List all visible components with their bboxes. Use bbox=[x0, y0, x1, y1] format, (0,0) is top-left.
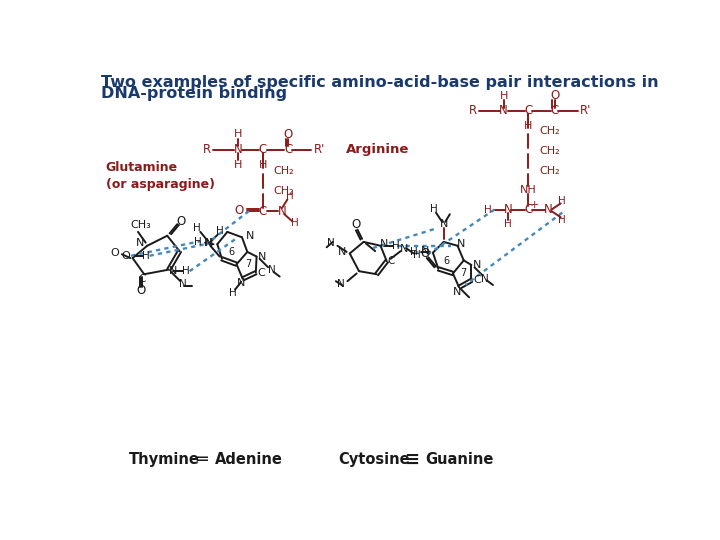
Text: H: H bbox=[410, 247, 418, 257]
Text: O: O bbox=[176, 215, 186, 228]
Text: N: N bbox=[278, 205, 287, 218]
Text: N: N bbox=[400, 244, 408, 254]
Text: H: H bbox=[258, 160, 267, 170]
Text: C: C bbox=[138, 274, 145, 284]
Text: Arginine: Arginine bbox=[346, 143, 409, 156]
Text: H: H bbox=[430, 204, 438, 214]
Text: N: N bbox=[500, 105, 508, 118]
Text: C: C bbox=[284, 143, 292, 156]
Text: Thymine: Thymine bbox=[129, 451, 199, 467]
Text: C: C bbox=[258, 205, 267, 218]
Text: H: H bbox=[413, 250, 420, 260]
Text: H: H bbox=[286, 192, 294, 201]
Text: O: O bbox=[284, 127, 293, 140]
Text: H: H bbox=[182, 266, 189, 276]
Text: N: N bbox=[380, 239, 389, 249]
Text: C: C bbox=[551, 105, 559, 118]
Text: N: N bbox=[482, 274, 489, 284]
Text: H: H bbox=[559, 214, 566, 225]
Text: N: N bbox=[544, 203, 553, 216]
Text: N: N bbox=[246, 231, 254, 241]
Text: H: H bbox=[505, 219, 512, 229]
Text: C: C bbox=[524, 105, 533, 118]
Text: N: N bbox=[504, 203, 513, 216]
Text: Two examples of specific amino-acid-base pair interactions in: Two examples of specific amino-acid-base… bbox=[101, 75, 659, 90]
Text: N: N bbox=[457, 239, 466, 249]
Text: H: H bbox=[485, 205, 492, 214]
Text: Guanine: Guanine bbox=[426, 451, 494, 467]
Text: CH₂: CH₂ bbox=[274, 186, 294, 196]
Text: N: N bbox=[179, 279, 186, 289]
Text: N: N bbox=[327, 239, 334, 248]
Text: H: H bbox=[392, 241, 400, 251]
Text: N: N bbox=[234, 143, 243, 156]
Text: O: O bbox=[110, 248, 119, 258]
Text: C: C bbox=[524, 203, 533, 216]
Text: ═: ═ bbox=[196, 451, 207, 469]
Text: O: O bbox=[351, 219, 361, 232]
Text: H: H bbox=[229, 288, 237, 299]
Text: H: H bbox=[234, 160, 243, 170]
Text: H: H bbox=[234, 129, 243, 139]
Text: H: H bbox=[194, 237, 202, 247]
Text: N: N bbox=[472, 260, 481, 270]
Text: N: N bbox=[337, 279, 344, 289]
Text: 7: 7 bbox=[245, 259, 251, 269]
Text: CH₂: CH₂ bbox=[274, 166, 294, 176]
Text: CH₂: CH₂ bbox=[539, 126, 559, 136]
Text: CH₃: CH₃ bbox=[130, 220, 150, 230]
Text: N: N bbox=[454, 287, 462, 297]
Text: O: O bbox=[550, 89, 559, 102]
Text: C: C bbox=[473, 275, 481, 286]
Text: H: H bbox=[216, 226, 223, 236]
Text: O: O bbox=[420, 247, 430, 260]
Text: CH₂: CH₂ bbox=[539, 166, 559, 176]
Text: H: H bbox=[142, 251, 150, 261]
Text: R: R bbox=[203, 143, 211, 156]
Text: O: O bbox=[122, 251, 130, 261]
Text: H: H bbox=[500, 91, 508, 100]
Text: H: H bbox=[194, 223, 201, 233]
Text: 6: 6 bbox=[228, 247, 234, 257]
Text: N: N bbox=[420, 246, 429, 256]
Text: O: O bbox=[234, 204, 243, 217]
Text: H: H bbox=[559, 196, 566, 206]
Text: C: C bbox=[257, 268, 265, 278]
Text: Adenine: Adenine bbox=[215, 451, 283, 467]
Text: DNA-protein binding: DNA-protein binding bbox=[101, 85, 287, 100]
Text: R: R bbox=[469, 105, 477, 118]
Text: Glutamine
(or asparagine): Glutamine (or asparagine) bbox=[106, 161, 215, 192]
Text: 7: 7 bbox=[461, 268, 467, 278]
Text: N: N bbox=[268, 265, 276, 275]
Text: C: C bbox=[258, 143, 267, 156]
Text: ≡: ≡ bbox=[404, 451, 419, 469]
Text: +: + bbox=[530, 200, 539, 210]
Text: C: C bbox=[387, 256, 395, 266]
Text: CH₂: CH₂ bbox=[539, 146, 559, 156]
Text: N: N bbox=[258, 252, 266, 261]
Text: NH: NH bbox=[520, 185, 537, 195]
Text: H: H bbox=[524, 122, 533, 131]
Text: N: N bbox=[205, 238, 213, 248]
Text: N: N bbox=[338, 247, 346, 257]
Text: O: O bbox=[137, 284, 145, 297]
Text: H: H bbox=[291, 218, 299, 228]
Text: 6: 6 bbox=[444, 256, 450, 266]
Text: N: N bbox=[204, 238, 212, 248]
Text: R': R' bbox=[314, 143, 325, 156]
Text: N: N bbox=[169, 266, 178, 276]
Text: N: N bbox=[136, 239, 144, 248]
Text: Cytosine: Cytosine bbox=[338, 451, 410, 467]
Text: R': R' bbox=[580, 105, 591, 118]
Text: N: N bbox=[439, 219, 448, 229]
Text: N: N bbox=[237, 279, 246, 288]
